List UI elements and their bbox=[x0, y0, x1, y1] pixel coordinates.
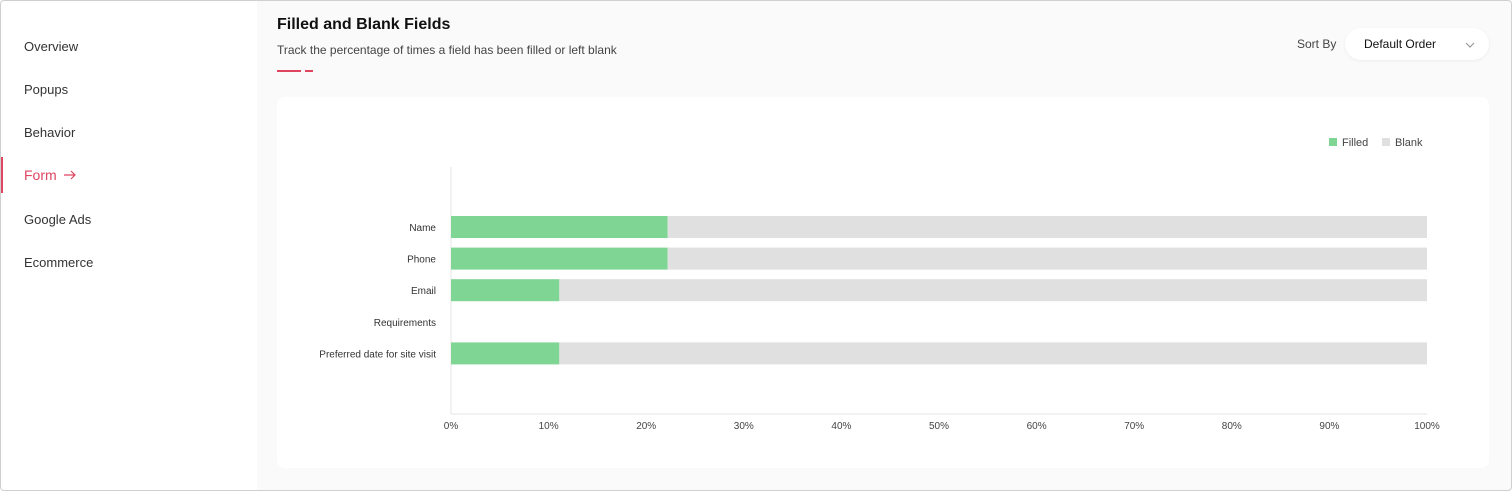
bar-blank bbox=[559, 279, 1427, 302]
stacked-bar-chart: 0% 10% 20% 30% 40% 50% 60% 70% 80% 90% 100% Name Pho… bbox=[319, 137, 1440, 432]
sidebar-item-label: Form bbox=[24, 167, 57, 183]
x-tick-label: 90% bbox=[1319, 421, 1339, 432]
x-tick-label: 40% bbox=[831, 421, 851, 432]
x-tick-label: 50% bbox=[929, 421, 949, 432]
legend-swatch-blank bbox=[1382, 138, 1390, 146]
category-label: Phone bbox=[407, 255, 436, 266]
bar-blank bbox=[559, 342, 1427, 365]
legend-swatch-filled bbox=[1329, 138, 1337, 146]
sidebar-item-behavior[interactable]: Behavior bbox=[1, 114, 257, 150]
bar-filled bbox=[451, 247, 668, 270]
x-tick-label: 70% bbox=[1124, 421, 1144, 432]
sidebar-item-overview[interactable]: Overview bbox=[1, 28, 257, 64]
category-label: Preferred date for site visit bbox=[319, 349, 436, 360]
sidebar-item-label: Google Ads bbox=[24, 211, 92, 227]
x-tick-label: 30% bbox=[734, 421, 754, 432]
bar-filled bbox=[451, 216, 668, 238]
category-label: Requirements bbox=[374, 318, 436, 329]
title-underline bbox=[277, 70, 301, 72]
bar-blank bbox=[667, 247, 1427, 270]
sidebar-item-ecommerce[interactable]: Ecommerce bbox=[1, 244, 257, 280]
page-title: Filled and Blank Fields bbox=[277, 16, 451, 33]
chart-card: 0% 10% 20% 30% 40% 50% 60% 70% 80% 90% 100% Name Pho… bbox=[277, 97, 1489, 468]
sort-by-label: Sort By bbox=[1297, 37, 1337, 51]
x-tick-label: 20% bbox=[636, 421, 656, 432]
sidebar-item-label: Popups bbox=[24, 81, 69, 97]
x-tick-label: 100% bbox=[1414, 421, 1440, 432]
arrow-right-icon bbox=[63, 170, 77, 180]
page-subtitle: Track the percentage of times a field ha… bbox=[277, 43, 617, 57]
chevron-down-icon bbox=[1465, 39, 1475, 53]
sidebar-item-form[interactable]: Form bbox=[1, 157, 257, 193]
bar-filled bbox=[451, 342, 560, 365]
category-label: Email bbox=[411, 286, 436, 297]
sort-order-select[interactable]: Default Order bbox=[1345, 28, 1489, 60]
legend-label-blank: Blank bbox=[1395, 137, 1423, 149]
sort-order-value: Default Order bbox=[1364, 37, 1437, 51]
x-tick-label: 60% bbox=[1027, 421, 1047, 432]
main-content: Filled and Blank Fields Track the percen… bbox=[257, 1, 1511, 490]
sidebar-item-label: Ecommerce bbox=[24, 254, 94, 270]
x-tick-label: 0% bbox=[444, 421, 459, 432]
legend-label-filled: Filled bbox=[1342, 137, 1368, 149]
sidebar-item-popups[interactable]: Popups bbox=[1, 71, 257, 107]
sidebar-item-label: Behavior bbox=[24, 124, 76, 140]
x-tick-label: 80% bbox=[1222, 421, 1242, 432]
title-underline-dash bbox=[305, 70, 313, 72]
sidebar: Overview Popups Behavior Form Google Ads… bbox=[1, 1, 257, 490]
x-tick-label: 10% bbox=[539, 421, 559, 432]
sidebar-item-google-ads[interactable]: Google Ads bbox=[1, 201, 257, 237]
bar-blank bbox=[667, 216, 1427, 238]
category-label: Name bbox=[409, 223, 436, 234]
sidebar-item-label: Overview bbox=[24, 38, 79, 54]
bar-filled bbox=[451, 279, 560, 302]
